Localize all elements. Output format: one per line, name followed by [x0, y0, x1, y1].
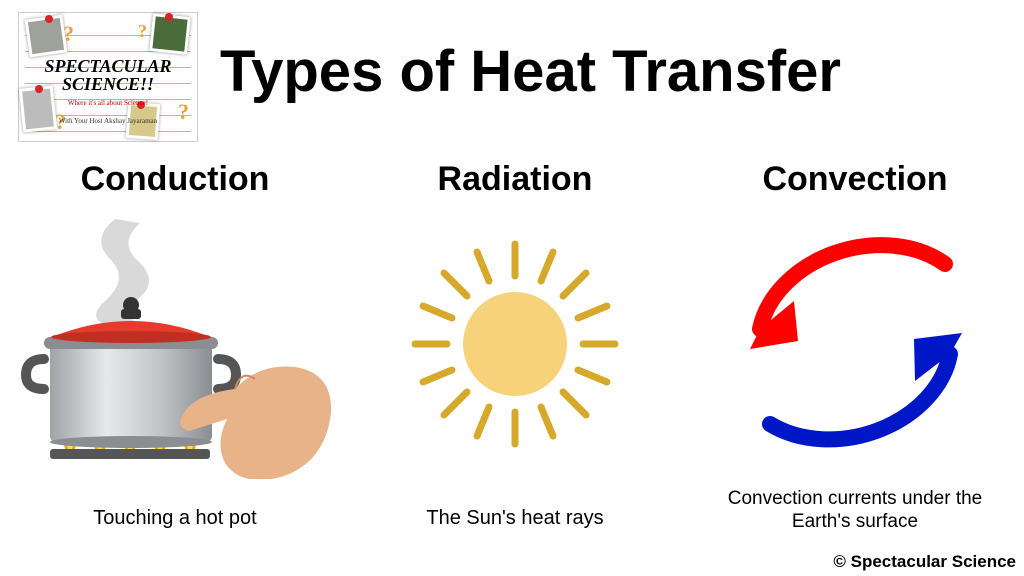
column-convection: Convection Convection currents under the…: [690, 160, 1020, 530]
conduction-illustration: [10, 209, 340, 479]
logo-tagline: Where it's all about Science!: [19, 99, 197, 107]
logo-host: With Your Host Akshay Jayaraman: [19, 117, 197, 125]
question-mark-icon: ?: [63, 21, 74, 47]
page-title: Types of Heat Transfer: [220, 38, 841, 105]
column-caption: Touching a hot pot: [10, 507, 340, 530]
column-conduction: Conduction: [10, 160, 340, 530]
logo-card: ? ? ? ? SPECTACULAR SCIENCE!! Where it's…: [18, 12, 198, 142]
pin-icon: [45, 15, 53, 23]
convection-illustration: [690, 209, 1020, 479]
column-heading: Convection: [690, 160, 1020, 199]
sun-icon: [350, 209, 680, 479]
pin-icon: [165, 13, 173, 21]
logo-title: SPECTACULAR SCIENCE!!: [19, 57, 197, 93]
convection-arrows-icon: [690, 209, 1020, 479]
question-mark-icon: ?: [138, 21, 147, 42]
column-heading: Conduction: [10, 160, 340, 199]
column-heading: Radiation: [350, 160, 680, 199]
column-radiation: Radiation: [350, 160, 680, 530]
pot-hand-icon: [10, 209, 340, 479]
radiation-illustration: [350, 209, 680, 479]
copyright-text: © Spectacular Science: [833, 552, 1016, 572]
column-caption: The Sun's heat rays: [350, 507, 680, 530]
column-caption: Convection currents under the Earth's su…: [690, 487, 1020, 535]
